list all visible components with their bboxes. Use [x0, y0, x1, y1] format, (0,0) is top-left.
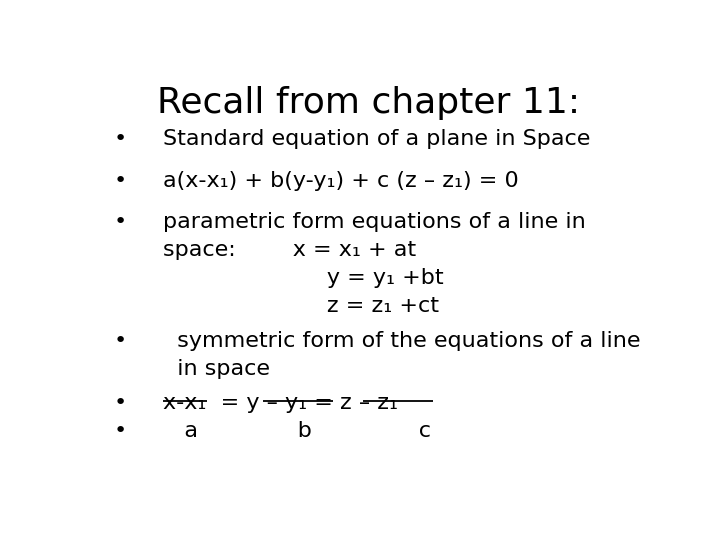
Text: space:        x = x₁ + at: space: x = x₁ + at [163, 240, 415, 260]
Text: Recall from chapter 11:: Recall from chapter 11: [158, 85, 580, 119]
Text: •: • [114, 129, 127, 149]
Text: y = y₁ +bt: y = y₁ +bt [163, 268, 444, 288]
Text: in space: in space [163, 359, 269, 379]
Text: a              b               c: a b c [163, 421, 431, 441]
Text: a(x-x₁) + b(y-y₁) + c (z – z₁) = 0: a(x-x₁) + b(y-y₁) + c (z – z₁) = 0 [163, 171, 518, 191]
Text: •: • [114, 421, 127, 441]
Text: x-x₁  = y – y₁ = z – z₁: x-x₁ = y – y₁ = z – z₁ [163, 393, 397, 413]
Text: z = z₁ +ct: z = z₁ +ct [163, 296, 438, 316]
Text: symmetric form of the equations of a line: symmetric form of the equations of a lin… [163, 331, 640, 351]
Text: •: • [114, 393, 127, 413]
Text: •: • [114, 331, 127, 351]
Text: Standard equation of a plane in Space: Standard equation of a plane in Space [163, 129, 590, 149]
Text: parametric form equations of a line in: parametric form equations of a line in [163, 212, 585, 232]
Text: •: • [114, 212, 127, 232]
Text: •: • [114, 171, 127, 191]
